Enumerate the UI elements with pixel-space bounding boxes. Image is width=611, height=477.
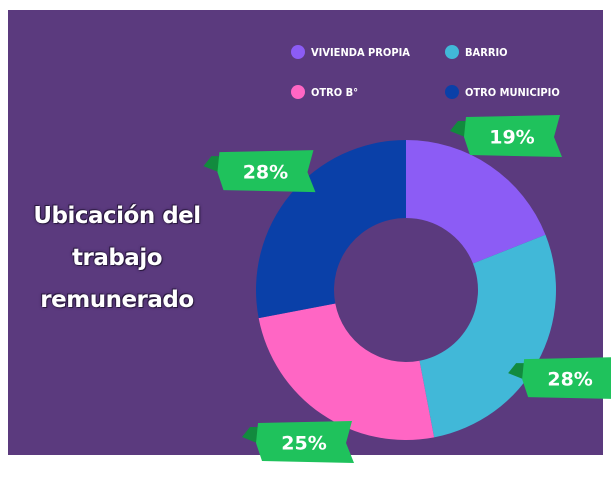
label-banner xyxy=(256,421,355,464)
label-banner xyxy=(217,150,316,193)
legend-label: OTRO MUNICIPIO xyxy=(465,86,560,99)
donut-slice xyxy=(406,140,546,264)
legend-label: BARRIO xyxy=(465,46,508,59)
donut-slice xyxy=(419,234,556,438)
legend-label: VIVIENDA PROPIA xyxy=(311,46,410,59)
data-label: 28% xyxy=(243,162,288,184)
donut-slice xyxy=(258,303,435,440)
chart-title: Ubicación del trabajo remunerado xyxy=(33,203,201,313)
label-banner xyxy=(463,114,562,157)
data-label: 19% xyxy=(489,126,534,148)
label-banner xyxy=(522,357,611,399)
legend-swatch xyxy=(291,85,305,99)
legend-swatch xyxy=(291,45,305,59)
legend-label: OTRO B° xyxy=(311,86,358,99)
legend-swatch xyxy=(445,45,459,59)
legend-swatch xyxy=(445,85,459,99)
donut-slice xyxy=(256,140,406,319)
data-label: 28% xyxy=(547,369,592,391)
data-label: 25% xyxy=(281,433,326,455)
